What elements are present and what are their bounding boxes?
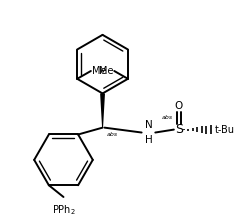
Text: t-Bu: t-Bu [215,125,235,135]
Text: H: H [144,136,152,145]
Text: N: N [144,120,152,130]
Polygon shape [100,94,105,128]
Text: abs: abs [161,115,173,120]
Text: abs: abs [106,132,118,137]
Text: O: O [175,101,183,111]
Text: Me: Me [99,66,113,76]
Text: PPh$_2$: PPh$_2$ [52,203,75,217]
Text: S: S [175,123,183,136]
Text: Me: Me [92,66,106,76]
